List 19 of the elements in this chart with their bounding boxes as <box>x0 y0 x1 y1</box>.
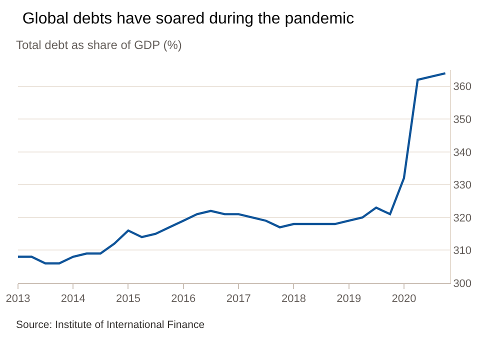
x-tick-label: 2019 <box>336 293 362 306</box>
y-tick-label: 360 <box>453 81 472 94</box>
x-tick-label: 2018 <box>281 293 306 306</box>
chart-title: Global debts have soared during the pandemic <box>22 10 354 28</box>
y-tick-label: 320 <box>453 212 472 224</box>
y-tick-label: 300 <box>453 278 472 290</box>
x-tick-label: 2015 <box>116 293 140 306</box>
y-tick-label: 340 <box>453 146 472 159</box>
x-tick-label: 2014 <box>60 293 86 306</box>
x-tick-label: 2016 <box>171 293 196 306</box>
y-tick-label: 350 <box>453 114 472 126</box>
x-tick-label: 2020 <box>392 293 416 306</box>
line-series <box>18 72 446 264</box>
chart-subtitle: Total debt as share of GDP (%) <box>16 38 182 52</box>
y-tick-label: 310 <box>453 245 472 258</box>
x-tick-label: 2013 <box>6 293 30 306</box>
source-note: Source: Institute of International Finance <box>16 319 205 331</box>
x-tick-label: 2017 <box>226 293 251 306</box>
y-tick-label: 330 <box>453 180 472 192</box>
